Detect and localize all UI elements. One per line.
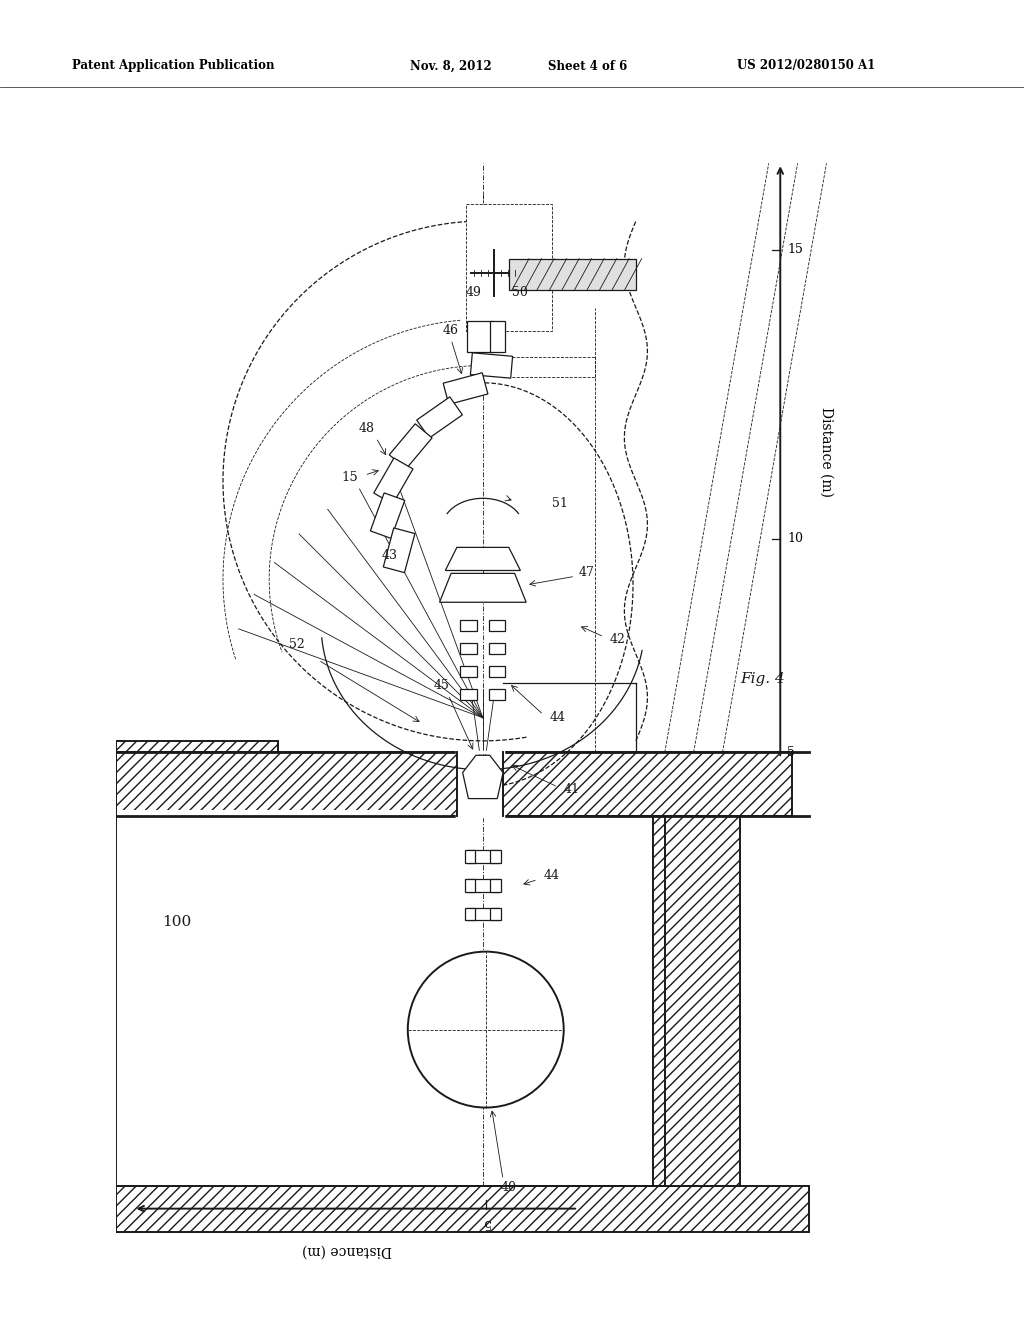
Text: Fig. 4: Fig. 4 xyxy=(740,672,784,686)
Bar xyxy=(383,528,415,573)
Bar xyxy=(490,850,501,863)
Bar xyxy=(467,879,499,891)
Bar xyxy=(443,372,487,404)
Text: 47: 47 xyxy=(579,566,594,579)
Text: Distance (m): Distance (m) xyxy=(819,407,834,498)
Bar xyxy=(116,1185,809,1232)
Bar xyxy=(116,810,452,1185)
Bar xyxy=(509,259,636,290)
Bar xyxy=(489,620,506,631)
Bar xyxy=(457,752,503,816)
Text: Nov. 8, 2012: Nov. 8, 2012 xyxy=(410,59,492,73)
Bar xyxy=(466,203,552,331)
Bar xyxy=(389,424,432,469)
Text: 10: 10 xyxy=(787,532,803,545)
Bar xyxy=(116,752,665,816)
Text: 41: 41 xyxy=(563,783,580,796)
Text: 5: 5 xyxy=(787,746,795,759)
Bar xyxy=(467,850,499,863)
Bar xyxy=(489,643,506,653)
Text: 43: 43 xyxy=(382,549,397,562)
Bar xyxy=(417,397,463,438)
Bar xyxy=(489,689,506,700)
Text: 40: 40 xyxy=(500,1181,516,1195)
Bar xyxy=(461,643,476,653)
Bar xyxy=(374,458,413,504)
Text: 46: 46 xyxy=(442,323,459,337)
Text: 15: 15 xyxy=(341,471,358,484)
Text: 15: 15 xyxy=(787,243,803,256)
Text: Distance (m): Distance (m) xyxy=(302,1243,392,1258)
Polygon shape xyxy=(463,755,503,799)
Bar xyxy=(371,492,404,539)
Bar xyxy=(465,879,475,891)
Text: 44: 44 xyxy=(544,870,559,883)
Bar xyxy=(490,321,505,352)
Text: 100: 100 xyxy=(163,915,191,929)
Polygon shape xyxy=(445,548,520,570)
Text: 50: 50 xyxy=(512,286,527,300)
Bar xyxy=(461,667,476,677)
Text: 45: 45 xyxy=(434,678,450,692)
Text: 49: 49 xyxy=(466,286,481,300)
Text: US 2012/0280150 A1: US 2012/0280150 A1 xyxy=(737,59,876,73)
Polygon shape xyxy=(439,573,526,602)
Bar xyxy=(470,352,513,378)
Bar xyxy=(465,850,475,863)
Text: 48: 48 xyxy=(358,422,375,434)
Bar xyxy=(503,752,792,816)
Bar xyxy=(465,908,475,920)
Bar xyxy=(461,689,476,700)
Text: Patent Application Publication: Patent Application Publication xyxy=(72,59,274,73)
Bar xyxy=(467,321,493,352)
Text: 52: 52 xyxy=(290,639,305,652)
Text: Sheet 4 of 6: Sheet 4 of 6 xyxy=(548,59,627,73)
Bar xyxy=(467,908,499,920)
Text: 44: 44 xyxy=(549,710,565,723)
Text: 5: 5 xyxy=(482,1216,489,1229)
Bar xyxy=(653,752,740,1185)
Bar xyxy=(461,620,476,631)
Bar xyxy=(116,741,278,1232)
Bar xyxy=(490,879,501,891)
Text: 51: 51 xyxy=(552,496,568,510)
Circle shape xyxy=(408,952,563,1107)
Bar xyxy=(490,908,501,920)
Bar xyxy=(489,667,506,677)
Text: 42: 42 xyxy=(610,632,626,645)
